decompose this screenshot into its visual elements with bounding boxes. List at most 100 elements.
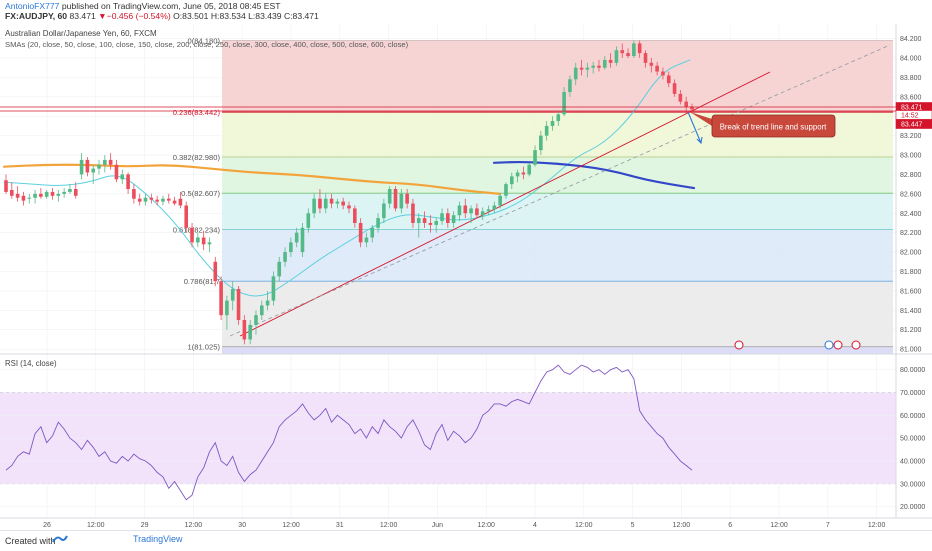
- flag-icon[interactable]: [833, 340, 843, 350]
- candle-body: [161, 198, 165, 202]
- candle-body: [184, 205, 189, 228]
- fib-level-label: 0.5(82.607): [181, 189, 220, 198]
- time-tick-label: 26: [43, 522, 51, 529]
- candle-body: [550, 121, 555, 126]
- candle-body: [27, 197, 32, 199]
- price-tick-label: 82.800: [900, 172, 922, 179]
- time-tick-label: 12:00: [87, 522, 105, 529]
- candle-body: [44, 191, 49, 197]
- flag-icon[interactable]: [851, 340, 861, 350]
- candle-body: [405, 193, 409, 204]
- candle-body: [568, 79, 572, 92]
- candle-body: [149, 197, 154, 200]
- candle-body: [271, 276, 276, 301]
- chart-header: AntonioFX777 published on TradingView.co…: [0, 0, 932, 21]
- price-tick-label: 81.200: [900, 327, 922, 334]
- candle-body: [399, 193, 404, 209]
- candle-body: [585, 67, 590, 70]
- candle-body: [10, 189, 14, 196]
- time-tick-label: 5: [631, 522, 635, 529]
- sma-20-line: [3, 59, 691, 297]
- candle-body: [323, 198, 328, 209]
- axes: 81.000 81.200 81.400 81.600 81.800 82.000 82.2…: [0, 24, 932, 529]
- candle-body: [306, 213, 311, 228]
- candle-body: [666, 75, 671, 84]
- candle-body: [486, 209, 491, 212]
- ohlc-values: O:83.501 H:83.534 L:83.439 C:83.471: [173, 11, 319, 21]
- fib-zone: [222, 193, 893, 230]
- candle-body: [451, 215, 456, 223]
- tradingview-link[interactable]: TradingView: [52, 534, 183, 544]
- trade-annotation[interactable]: Break of trend line and support: [0, 106, 896, 145]
- candle-body: [143, 197, 148, 202]
- price-tick-label: 81.800: [900, 269, 922, 276]
- price-tick-label: 82.400: [900, 211, 922, 218]
- chart-legend: Australian Dollar/Japanese Yen, 60, FXCM…: [5, 29, 409, 49]
- time-tick-label: 12:00: [185, 522, 203, 529]
- candle-body: [120, 174, 125, 180]
- fibonacci-retracement[interactable]: 0(84.180) 0.236(83.442) 0.382(82.980) 0.5(8…: [173, 37, 893, 355]
- candle-body: [294, 232, 299, 243]
- chart-canvas[interactable]: 0(84.180) 0.236(83.442) 0.382(82.980) 0.5(8…: [0, 0, 932, 530]
- price-tick-label: 81.000: [900, 347, 922, 354]
- candle-body: [219, 281, 223, 316]
- candle-body: [353, 208, 357, 223]
- candle-body: [289, 242, 293, 253]
- candle-body: [422, 218, 427, 223]
- rsi-panel[interactable]: RSI (14, close): [0, 353, 932, 507]
- candle-body: [318, 198, 322, 209]
- time-tick-label: 12:00: [770, 522, 788, 529]
- price-tick-label: 81.600: [900, 288, 922, 295]
- candle-body: [684, 101, 688, 107]
- candle-body: [335, 201, 340, 204]
- candle-body: [33, 193, 37, 198]
- candle-body: [527, 164, 532, 175]
- candle-body: [661, 71, 665, 76]
- candle-body: [190, 227, 194, 243]
- candle-body: [4, 180, 8, 192]
- candle-body: [463, 205, 468, 214]
- trend-lines[interactable]: [229, 44, 891, 337]
- price-change: −0.456 (−0.54%): [106, 11, 171, 21]
- symbol-label: FX:AUDJPY, 60: [5, 11, 68, 21]
- candle-body: [434, 221, 439, 225]
- candle-body: [475, 208, 479, 216]
- price-tick-label: 82.000: [900, 250, 922, 257]
- time-tick-label: 12:00: [673, 522, 691, 529]
- candle-body: [114, 164, 119, 180]
- candle-body: [213, 261, 218, 282]
- event-markers[interactable]: [734, 340, 861, 350]
- time-tick-label: 12:00: [380, 522, 398, 529]
- flag-icon[interactable]: [824, 340, 834, 350]
- rsi-tick-label: 30.0000: [900, 481, 925, 488]
- candle-body: [108, 159, 113, 165]
- fib-level-label: 0(84.180): [187, 37, 220, 46]
- rsi-line: [5, 364, 693, 501]
- author-link[interactable]: AntonioFX777: [5, 1, 60, 11]
- candle-body: [544, 125, 549, 136]
- fib-level-label: 0.382(82.980): [173, 153, 221, 162]
- candle-body: [68, 189, 72, 192]
- price-tag-label: 83.447: [901, 122, 923, 129]
- rsi-tick-label: 80.0000: [900, 367, 925, 374]
- time-tick-label: 7: [826, 522, 830, 529]
- time-tick-label: 6: [728, 522, 732, 529]
- time-tick-label: 12:00: [477, 522, 495, 529]
- candle-body: [533, 150, 537, 165]
- candle-body: [137, 198, 142, 202]
- candle-body: [608, 59, 613, 63]
- sma-100-line: [2, 163, 502, 195]
- candle-body: [649, 62, 654, 66]
- candle-body: [480, 211, 485, 216]
- dashed-trend-line[interactable]: [229, 44, 891, 337]
- time-tick-label: 4: [533, 522, 537, 529]
- candle-body: [178, 198, 183, 206]
- rsi-tick-label: 50.0000: [900, 436, 925, 443]
- candle-body: [132, 189, 136, 199]
- projection-arrow: [687, 111, 703, 145]
- candle-body: [50, 191, 55, 196]
- flag-icon[interactable]: [734, 340, 744, 350]
- trend-line[interactable]: [239, 71, 771, 337]
- callout-box[interactable]: [711, 114, 836, 138]
- candle-body: [248, 324, 252, 340]
